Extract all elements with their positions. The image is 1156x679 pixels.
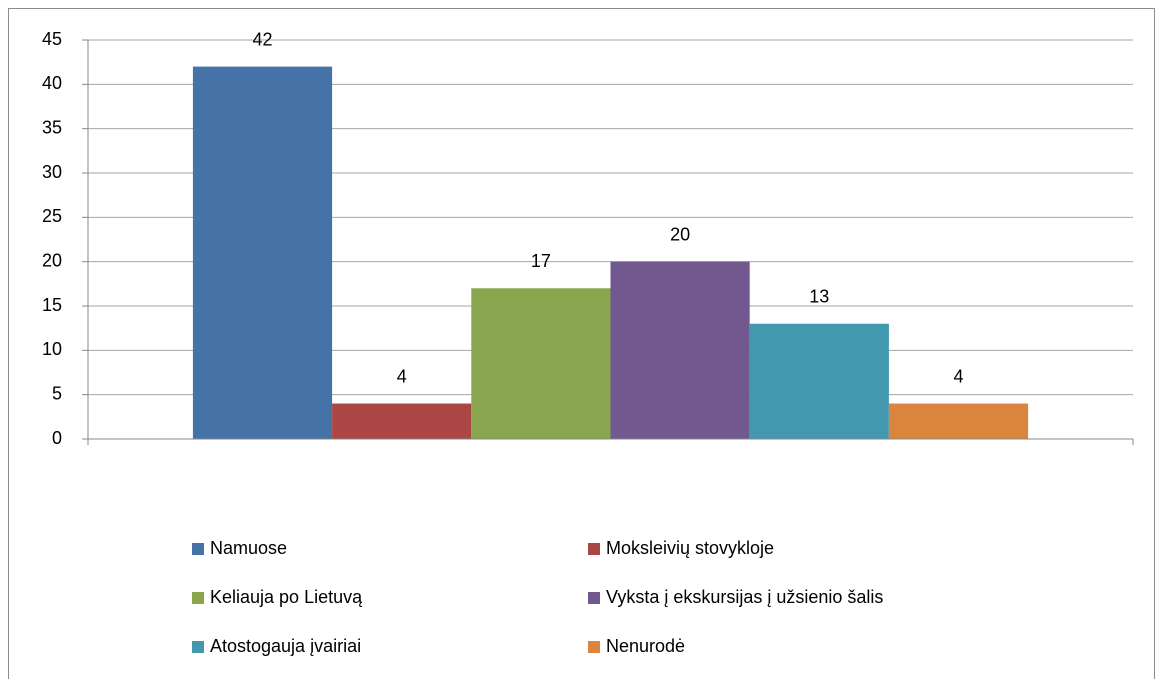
legend-swatch — [588, 592, 600, 604]
data-label: 17 — [531, 251, 551, 271]
legend-swatch — [588, 641, 600, 653]
y-tick-label: 40 — [42, 73, 62, 93]
y-tick-label: 0 — [52, 428, 62, 448]
y-tick-label: 10 — [42, 339, 62, 359]
bar — [192, 66, 333, 439]
data-label: 20 — [670, 224, 690, 244]
data-label: 13 — [809, 286, 829, 306]
y-tick-label: 20 — [42, 250, 62, 270]
legend-swatch — [588, 543, 600, 555]
bar — [332, 403, 472, 439]
legend-swatch — [192, 543, 204, 555]
bar — [749, 323, 889, 439]
legend-label: Nenurodė — [606, 636, 685, 656]
legend-swatch — [192, 592, 204, 604]
legend-label: Moksleivių stovykloje — [606, 538, 774, 558]
legend-label: Keliauja po Lietuvą — [210, 587, 363, 607]
y-tick-label: 35 — [42, 117, 62, 137]
data-label: 4 — [397, 366, 407, 386]
bar — [888, 403, 1029, 439]
y-tick-label: 5 — [52, 383, 62, 403]
legend-label: Vyksta į ekskursijas į užsienio šalis — [606, 587, 883, 607]
bar — [471, 288, 611, 439]
legend-swatch — [192, 641, 204, 653]
legend-label: Namuose — [210, 538, 287, 558]
data-label: 42 — [252, 29, 272, 49]
y-tick-label: 25 — [42, 206, 62, 226]
bar — [610, 261, 750, 439]
data-label: 4 — [953, 366, 963, 386]
legend-label: Atostogauja įvairiai — [210, 636, 361, 656]
y-tick-label: 45 — [42, 29, 62, 49]
y-tick-label: 15 — [42, 295, 62, 315]
y-tick-label: 30 — [42, 162, 62, 182]
